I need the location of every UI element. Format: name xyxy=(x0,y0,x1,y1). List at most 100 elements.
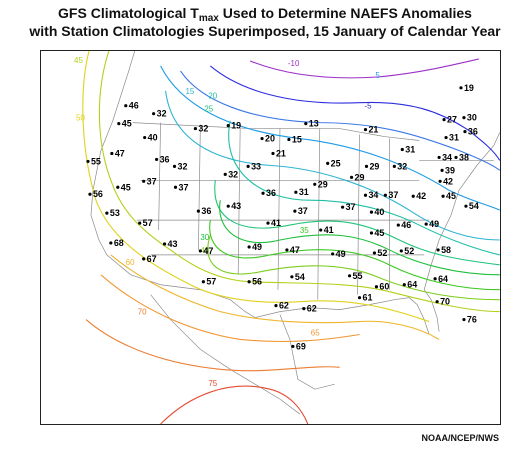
station-68: 55 xyxy=(347,271,363,281)
station-30: 55 xyxy=(86,156,101,166)
station-dot xyxy=(152,112,156,116)
station-dot xyxy=(438,179,442,183)
station-value: 61 xyxy=(363,293,373,303)
station-12: 45 xyxy=(117,119,132,129)
chart-title-line2: with Station Climatologies Superimposed,… xyxy=(29,23,501,39)
station-62: 52 xyxy=(399,246,414,256)
station-40: 34 xyxy=(363,190,378,200)
contour-45 xyxy=(98,51,500,313)
station-dot xyxy=(441,194,445,198)
station-dot xyxy=(260,136,264,141)
station-value: 36 xyxy=(266,188,276,198)
contour-65 xyxy=(100,274,360,343)
station-dot xyxy=(347,274,352,278)
station-value: 29 xyxy=(318,179,328,189)
station-value: 55 xyxy=(353,271,363,281)
station-dot xyxy=(142,179,146,183)
contour-15 xyxy=(165,90,500,241)
station-17: 20 xyxy=(260,134,275,144)
station-dot xyxy=(369,210,374,214)
station-value: 70 xyxy=(440,297,450,307)
chart-title-line1: GFS Climatological Tmax Used to Determin… xyxy=(58,5,472,24)
station-dot xyxy=(198,249,202,253)
station-65: 57 xyxy=(201,277,216,287)
station-2: 30 xyxy=(462,113,477,123)
station-value: 30 xyxy=(467,113,477,123)
station-36: 36 xyxy=(261,188,276,198)
station-3: 31 xyxy=(444,133,459,143)
station-24: 29 xyxy=(364,161,379,171)
station-7: 39 xyxy=(440,165,455,175)
station-value: 34 xyxy=(368,190,378,200)
contour-60 xyxy=(110,254,440,340)
station-47: 37 xyxy=(341,202,356,212)
station-67: 54 xyxy=(290,272,305,282)
station-33: 37 xyxy=(142,176,157,186)
contour-label-m5: -5 xyxy=(364,102,372,111)
station-44: 36 xyxy=(196,206,211,216)
station-value: 49 xyxy=(429,219,439,229)
station-dot xyxy=(463,129,467,134)
station-dot xyxy=(331,252,335,256)
station-value: 52 xyxy=(377,248,387,258)
station-31: 45 xyxy=(116,182,131,192)
station-value: 21 xyxy=(368,125,378,135)
station-dot xyxy=(437,155,441,160)
station-value: 57 xyxy=(143,218,153,228)
station-value: 43 xyxy=(168,239,178,249)
contour-label-30: 30 xyxy=(200,233,209,242)
mexico-coast-east xyxy=(279,314,335,390)
station-value: 49 xyxy=(336,249,346,259)
station-value: 27 xyxy=(447,115,457,125)
station-dot xyxy=(369,231,374,235)
station-72: 61 xyxy=(357,293,373,303)
station-value: 62 xyxy=(279,301,289,311)
station-dot xyxy=(86,159,90,163)
station-34: 37 xyxy=(173,182,188,192)
station-dot xyxy=(363,193,368,197)
station-55: 68 xyxy=(109,238,124,248)
station-dot xyxy=(374,285,379,289)
station-dot xyxy=(349,175,354,179)
station-dot xyxy=(143,135,147,140)
map-borders xyxy=(90,51,500,415)
station-48: 40 xyxy=(369,207,384,217)
mexico-coast-west xyxy=(150,294,301,415)
station-value: 29 xyxy=(355,172,365,182)
station-10: 54 xyxy=(464,201,479,211)
station-value: 41 xyxy=(324,225,334,235)
station-41: 37 xyxy=(383,190,398,200)
station-54: 49 xyxy=(424,219,439,229)
station-77: 69 xyxy=(291,341,306,351)
station-46: 37 xyxy=(293,206,308,216)
station-value: 15 xyxy=(292,135,302,145)
station-dot xyxy=(271,151,275,156)
station-value: 37 xyxy=(298,206,308,216)
station-23: 25 xyxy=(326,158,341,168)
station-value: 32 xyxy=(198,124,208,134)
station-5: 34 xyxy=(437,152,452,162)
station-29: 47 xyxy=(110,148,125,158)
station-61: 52 xyxy=(372,248,387,258)
station-value: 34 xyxy=(442,152,452,162)
station-16: 19 xyxy=(226,121,241,131)
station-74: 62 xyxy=(302,304,317,314)
station-15: 32 xyxy=(193,124,208,134)
station-value: 19 xyxy=(464,83,474,93)
contour-30 xyxy=(219,200,500,276)
station-value: 54 xyxy=(469,201,479,211)
station-52: 45 xyxy=(369,228,384,238)
station-dot xyxy=(246,164,250,168)
station-51: 41 xyxy=(319,225,334,235)
station-value: 37 xyxy=(147,176,157,186)
station-value: 56 xyxy=(93,189,103,199)
station-value: 37 xyxy=(178,182,188,192)
station-dot xyxy=(357,296,362,300)
station-45: 43 xyxy=(226,201,241,211)
station-50: 41 xyxy=(266,218,281,228)
station-dot xyxy=(400,147,404,152)
station-0: 19 xyxy=(459,83,474,93)
station-1: 27 xyxy=(442,115,457,125)
station-21: 31 xyxy=(400,144,415,154)
station-dot xyxy=(319,228,323,232)
